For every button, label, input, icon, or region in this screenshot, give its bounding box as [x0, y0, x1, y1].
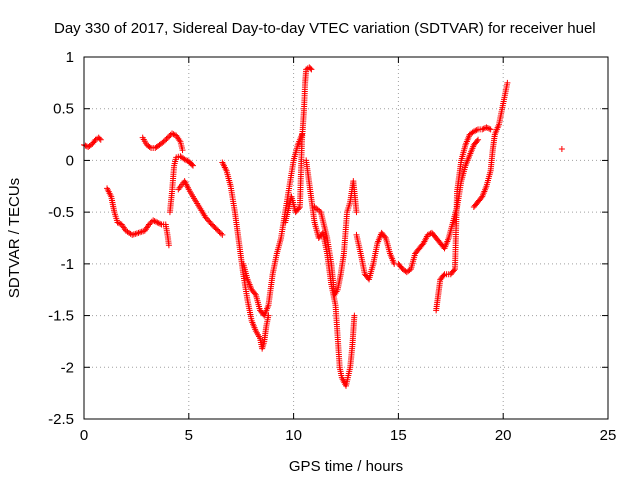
data-point — [474, 138, 480, 145]
data-point — [440, 272, 447, 279]
y-tick-label: 0.5 — [53, 101, 74, 118]
data-point — [163, 136, 170, 143]
series-track-e — [175, 178, 226, 238]
series-outlier — [558, 146, 565, 153]
x-tick-label: 25 — [600, 427, 617, 444]
data-point — [145, 221, 152, 228]
chart-title: Day 330 of 2017, Sidereal Day-to-day VTE… — [54, 20, 596, 37]
data-point — [157, 220, 164, 227]
data-point — [479, 126, 486, 133]
series-track-j — [311, 178, 360, 298]
data-point — [147, 220, 154, 227]
data-points — [81, 64, 565, 389]
x-tick-label: 20 — [495, 427, 512, 444]
data-point — [217, 230, 224, 237]
data-point — [483, 124, 490, 131]
data-point — [473, 127, 480, 134]
data-point — [170, 131, 177, 138]
series-track-c — [139, 130, 186, 154]
series-track-h — [282, 64, 315, 226]
data-point — [213, 226, 220, 233]
y-tick-label: 1 — [66, 49, 74, 66]
y-tick-label: -0.5 — [48, 204, 74, 221]
data-point — [165, 242, 172, 249]
y-tick-label: -1.5 — [48, 308, 74, 325]
data-point — [169, 130, 176, 137]
series-track-k — [353, 229, 398, 283]
data-point — [97, 136, 104, 143]
series-track-b — [104, 185, 172, 249]
data-point — [475, 136, 482, 143]
data-point — [472, 127, 479, 134]
data-point — [478, 194, 485, 201]
data-point — [160, 138, 167, 145]
data-point — [484, 125, 491, 132]
data-point — [188, 161, 195, 168]
data-point — [154, 219, 161, 226]
y-tick-label: -2.5 — [48, 411, 74, 428]
series-track-f — [219, 159, 272, 352]
series-track-d — [166, 153, 196, 216]
data-point — [150, 217, 157, 224]
data-point — [151, 218, 158, 225]
data-point — [205, 217, 212, 224]
data-point — [206, 218, 213, 225]
data-point — [470, 128, 477, 135]
x-tick-label: 0 — [80, 427, 88, 444]
series-track-n — [470, 79, 511, 210]
data-point — [504, 79, 511, 86]
data-point — [486, 125, 493, 132]
data-point — [353, 209, 360, 216]
data-point — [308, 66, 315, 73]
data-point — [162, 137, 169, 144]
x-tick-label: 10 — [285, 427, 302, 444]
data-point — [307, 65, 314, 72]
data-point — [558, 146, 565, 153]
y-axis-title: SDTVAR / TECUs — [6, 178, 23, 298]
data-point — [216, 229, 223, 236]
x-tick-label: 5 — [185, 427, 193, 444]
data-point — [202, 214, 209, 221]
x-tick-label: 15 — [390, 427, 407, 444]
data-point — [480, 125, 487, 132]
series-track-a — [81, 134, 104, 150]
series-track-m — [433, 124, 494, 314]
data-point — [351, 312, 358, 319]
data-point — [251, 290, 258, 297]
series-track-l — [395, 136, 482, 276]
y-tick-label: 0 — [66, 152, 74, 169]
data-point — [152, 218, 159, 225]
data-point — [179, 147, 186, 154]
data-point — [424, 231, 431, 238]
data-point — [207, 220, 214, 227]
data-point — [219, 231, 226, 238]
data-point — [181, 156, 188, 163]
grid-lines — [84, 57, 608, 419]
data-point — [155, 220, 162, 227]
x-axis-title: GPS time / hours — [289, 458, 403, 475]
data-point — [164, 134, 171, 141]
plot-frame — [83, 56, 609, 420]
y-tick-label: -1 — [61, 256, 74, 273]
data-point — [189, 162, 196, 169]
data-point — [115, 220, 122, 227]
data-point — [183, 157, 190, 164]
data-point — [96, 135, 103, 142]
data-point — [295, 205, 302, 212]
data-point — [215, 227, 222, 234]
y-axis-ticks: 1 0.5 0 -0.5 -1 -1.5 -2 -2.5 — [48, 49, 608, 428]
data-point — [203, 215, 210, 222]
data-point — [166, 133, 173, 140]
y-tick-label: -2 — [61, 359, 74, 376]
data-point — [450, 267, 457, 274]
data-point — [487, 126, 494, 133]
data-point — [146, 143, 153, 150]
data-point — [114, 219, 121, 226]
data-point — [381, 233, 388, 240]
